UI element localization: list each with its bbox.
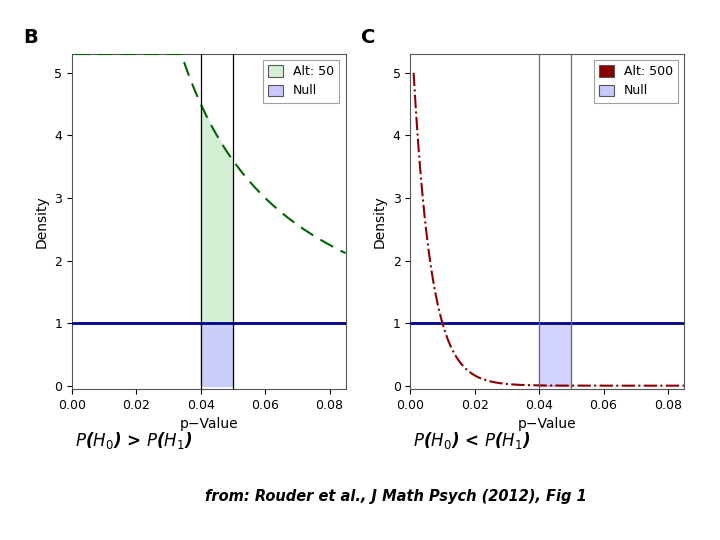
X-axis label: p−Value: p−Value [518,417,577,431]
Y-axis label: Density: Density [373,195,387,248]
Text: B: B [23,28,37,48]
Text: $\mathit{P}$($\mathit{H}_0$) > $\mathit{P}$($\mathit{H}_1$): $\mathit{P}$($\mathit{H}_0$) > $\mathit{… [75,430,192,450]
Y-axis label: Density: Density [35,195,49,248]
Text: from: Rouder et al., J Math Psych (2012), Fig 1: from: Rouder et al., J Math Psych (2012)… [205,489,587,504]
X-axis label: p−Value: p−Value [179,417,238,431]
Legend: Alt: 500, Null: Alt: 500, Null [593,60,678,103]
Legend: Alt: 50, Null: Alt: 50, Null [264,60,339,103]
Text: C: C [361,28,376,48]
Text: $\mathit{P}$($\mathit{H}_0$) < $\mathit{P}$($\mathit{H}_1$): $\mathit{P}$($\mathit{H}_0$) < $\mathit{… [413,430,530,450]
